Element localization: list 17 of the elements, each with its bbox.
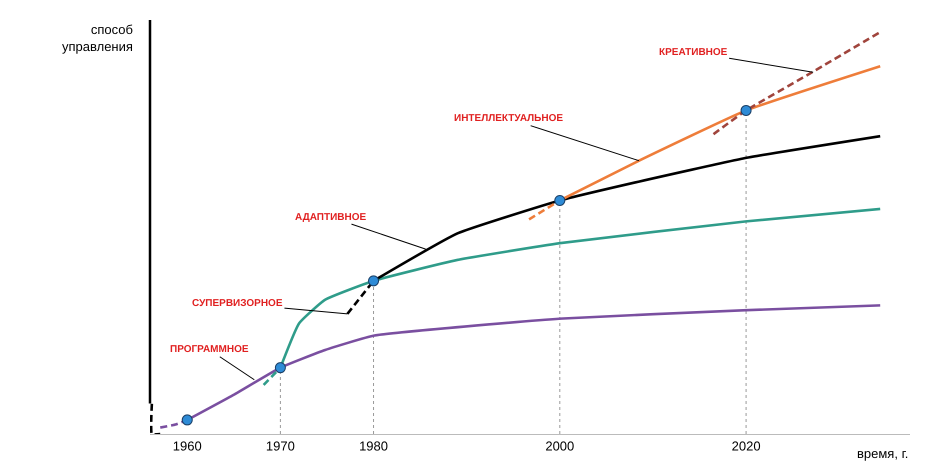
y-axis-title: способ управления bbox=[62, 22, 133, 54]
annotation: АДАПТИВНОЕ bbox=[295, 212, 367, 223]
point bbox=[182, 414, 193, 426]
annotation: КРЕАТИВНОЕ bbox=[659, 47, 728, 58]
point bbox=[554, 194, 566, 206]
point bbox=[740, 104, 752, 116]
x-tick-label: 2000 bbox=[545, 438, 574, 454]
annotation: ИНТЕЛЛЕКТУАЛЬНОЕ bbox=[454, 113, 564, 124]
point bbox=[274, 362, 286, 374]
x-tick-label: 2020 bbox=[732, 438, 761, 454]
annotation: ПРОГРАММНОЕ bbox=[170, 344, 249, 355]
annotation: СУПЕРВИЗОРНОЕ bbox=[192, 298, 283, 309]
x-tick-label: 1980 bbox=[359, 438, 388, 454]
x-tick-label: 1960 bbox=[172, 438, 202, 454]
x-axis-title: время, г. bbox=[857, 446, 908, 461]
point bbox=[368, 275, 380, 286]
x-tick-label: 1970 bbox=[266, 438, 295, 454]
